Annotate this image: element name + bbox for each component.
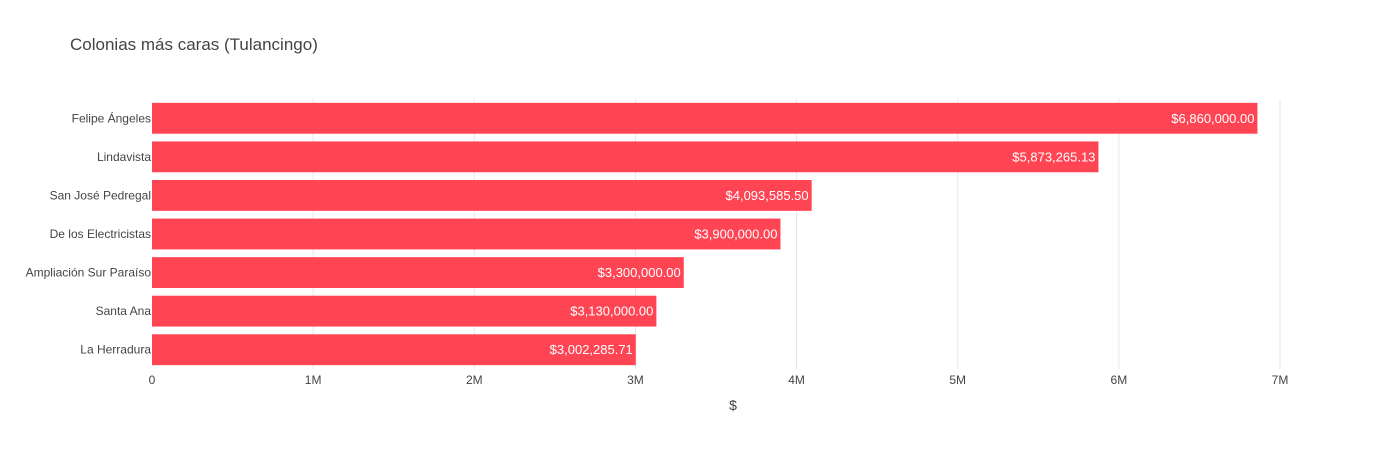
y-tick-label: Lindavista bbox=[97, 150, 151, 164]
y-tick-label: Ampliación Sur Paraíso bbox=[26, 266, 152, 280]
bar bbox=[152, 180, 812, 211]
x-tick-label: 2M bbox=[466, 373, 483, 387]
x-axis-title: $ bbox=[729, 397, 737, 413]
bar bbox=[152, 102, 1258, 134]
chart-title: Colonias más caras (Tulancingo) bbox=[70, 35, 318, 54]
y-tick-label: De los Electricistas bbox=[50, 227, 151, 241]
x-tick-label: 0 bbox=[149, 373, 156, 387]
x-axis-ticks: 0 1M 2M 3M 4M 5M 6M 7M bbox=[149, 373, 1289, 387]
x-tick-label: 5M bbox=[949, 373, 966, 387]
bars: $6,860,000.00 $5,873,265.13 $4,093,585.50 $… bbox=[152, 102, 1258, 366]
bar bbox=[152, 257, 684, 288]
y-tick-label: San José Pedregal bbox=[50, 188, 151, 202]
x-tick-label: 4M bbox=[788, 373, 805, 387]
y-axis-ticks: Felipe Ángeles Lindavista San José Pedrega… bbox=[26, 110, 152, 356]
y-tick-label: La Herradura bbox=[80, 343, 151, 357]
bar bbox=[152, 141, 1099, 173]
bar bbox=[152, 334, 636, 366]
x-tick-label: 1M bbox=[305, 373, 322, 387]
bar-data-label: $6,860,000.00 bbox=[1171, 111, 1254, 126]
y-tick-label: Felipe Ángeles bbox=[72, 110, 151, 125]
bar bbox=[152, 218, 781, 250]
x-tick-label: 6M bbox=[1111, 373, 1128, 387]
bar-data-label: $4,093,585.50 bbox=[726, 188, 809, 203]
bar bbox=[152, 295, 657, 327]
bar-data-label: $3,130,000.00 bbox=[570, 304, 653, 319]
y-tick-label: Santa Ana bbox=[96, 304, 152, 318]
x-tick-label: 7M bbox=[1272, 373, 1289, 387]
bar-data-label: $3,300,000.00 bbox=[598, 265, 681, 280]
x-tick-label: 3M bbox=[627, 373, 644, 387]
bar-data-label: $5,873,265.13 bbox=[1012, 149, 1095, 164]
bar-data-label: $3,900,000.00 bbox=[694, 227, 777, 242]
bar-data-label: $3,002,285.71 bbox=[550, 342, 633, 357]
